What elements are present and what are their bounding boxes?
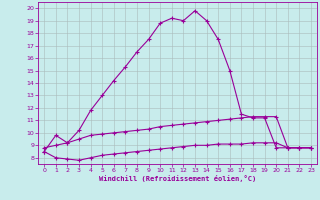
X-axis label: Windchill (Refroidissement éolien,°C): Windchill (Refroidissement éolien,°C)	[99, 175, 256, 182]
